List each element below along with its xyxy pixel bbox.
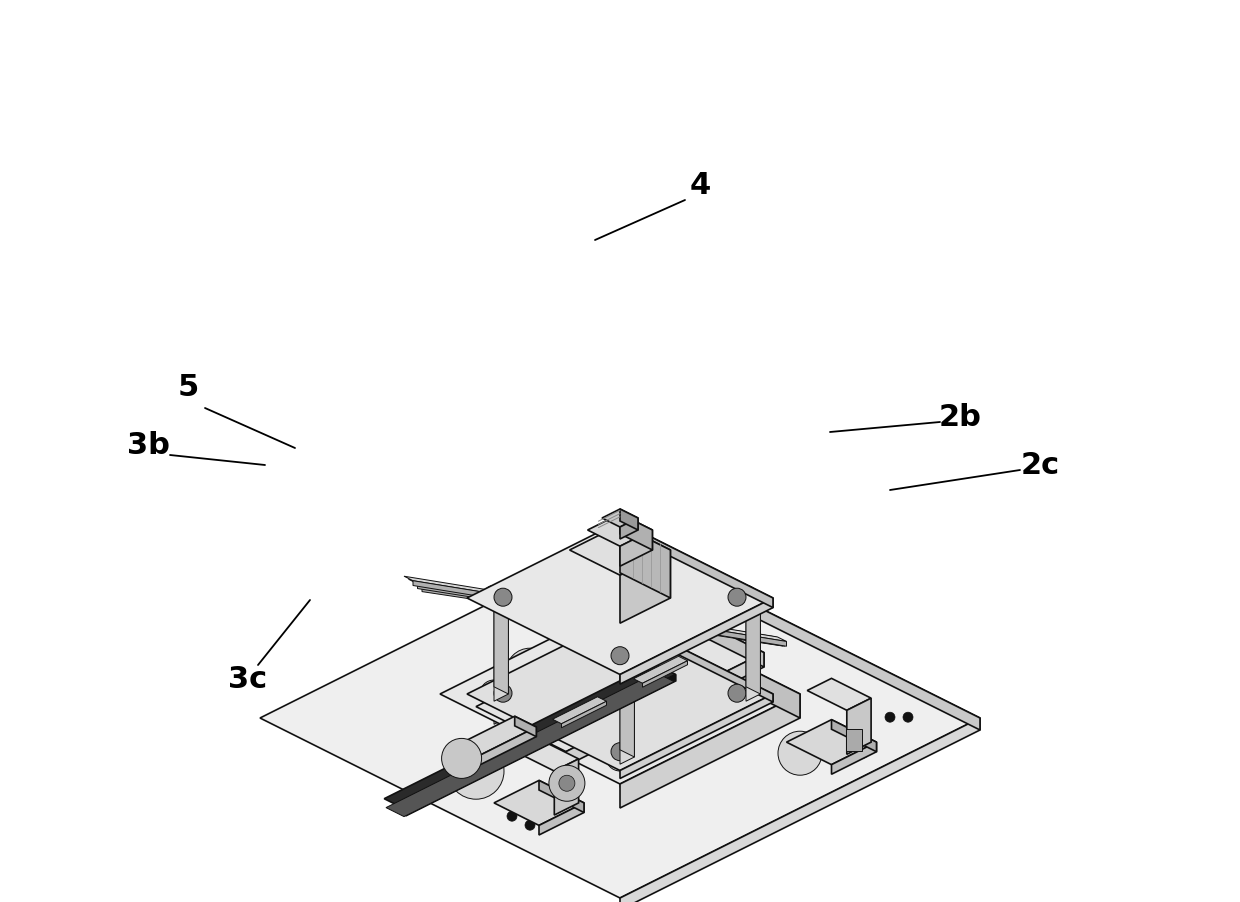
Circle shape xyxy=(732,680,760,708)
Polygon shape xyxy=(620,694,773,778)
Polygon shape xyxy=(474,727,536,769)
Circle shape xyxy=(903,713,913,723)
Polygon shape xyxy=(620,598,773,684)
Circle shape xyxy=(484,585,505,607)
Polygon shape xyxy=(620,514,652,550)
Polygon shape xyxy=(620,509,639,530)
Polygon shape xyxy=(467,618,773,770)
Text: 2b: 2b xyxy=(939,403,981,432)
Polygon shape xyxy=(408,579,785,641)
Polygon shape xyxy=(634,657,687,683)
Polygon shape xyxy=(620,550,671,623)
Polygon shape xyxy=(413,583,782,641)
Circle shape xyxy=(777,732,822,775)
Polygon shape xyxy=(260,538,980,898)
Circle shape xyxy=(609,649,631,670)
Polygon shape xyxy=(386,673,675,816)
Polygon shape xyxy=(554,759,579,815)
Circle shape xyxy=(735,585,756,607)
Polygon shape xyxy=(494,694,507,724)
Polygon shape xyxy=(746,591,760,694)
Circle shape xyxy=(441,739,481,778)
Polygon shape xyxy=(620,530,652,566)
Polygon shape xyxy=(620,631,632,661)
Circle shape xyxy=(611,529,629,548)
Text: 5: 5 xyxy=(177,373,198,402)
Polygon shape xyxy=(786,720,877,765)
Polygon shape xyxy=(807,678,870,710)
Polygon shape xyxy=(451,716,536,759)
Circle shape xyxy=(611,626,629,644)
Polygon shape xyxy=(620,528,635,631)
Polygon shape xyxy=(642,661,687,687)
Polygon shape xyxy=(515,716,536,737)
Polygon shape xyxy=(494,598,508,701)
Text: 3b: 3b xyxy=(126,430,170,459)
Circle shape xyxy=(728,588,746,606)
Circle shape xyxy=(525,820,534,830)
Polygon shape xyxy=(539,803,584,835)
Circle shape xyxy=(494,588,512,606)
Polygon shape xyxy=(620,525,671,598)
Polygon shape xyxy=(539,780,584,813)
Polygon shape xyxy=(620,654,635,757)
Polygon shape xyxy=(620,521,773,608)
Circle shape xyxy=(606,743,634,771)
Polygon shape xyxy=(847,698,870,754)
Polygon shape xyxy=(404,576,786,641)
Polygon shape xyxy=(746,694,759,724)
Polygon shape xyxy=(832,720,877,751)
Circle shape xyxy=(728,685,746,702)
Polygon shape xyxy=(620,618,773,702)
Circle shape xyxy=(559,775,575,791)
Circle shape xyxy=(885,713,895,723)
Polygon shape xyxy=(620,535,635,639)
Circle shape xyxy=(494,685,512,702)
Polygon shape xyxy=(422,587,782,646)
Polygon shape xyxy=(569,525,671,575)
Polygon shape xyxy=(832,742,877,774)
Circle shape xyxy=(529,809,539,819)
Polygon shape xyxy=(620,661,635,764)
Polygon shape xyxy=(620,757,632,787)
Circle shape xyxy=(611,647,629,665)
Polygon shape xyxy=(494,780,584,825)
Circle shape xyxy=(839,752,849,763)
Circle shape xyxy=(507,811,517,821)
Polygon shape xyxy=(405,675,676,816)
Polygon shape xyxy=(413,581,786,646)
Polygon shape xyxy=(476,608,764,751)
Polygon shape xyxy=(562,701,606,728)
Polygon shape xyxy=(675,608,764,667)
Circle shape xyxy=(480,680,508,708)
Circle shape xyxy=(609,522,631,545)
Polygon shape xyxy=(467,521,773,675)
Polygon shape xyxy=(515,739,579,771)
Polygon shape xyxy=(565,653,764,766)
Polygon shape xyxy=(620,718,980,902)
Polygon shape xyxy=(440,604,800,784)
Text: 4: 4 xyxy=(689,170,711,199)
Polygon shape xyxy=(620,518,639,539)
Polygon shape xyxy=(620,538,980,730)
Circle shape xyxy=(606,617,634,645)
Circle shape xyxy=(506,649,554,696)
Polygon shape xyxy=(494,591,508,694)
Polygon shape xyxy=(620,604,800,718)
Circle shape xyxy=(549,765,585,801)
Circle shape xyxy=(611,742,629,760)
Polygon shape xyxy=(553,696,606,723)
Text: 2c: 2c xyxy=(1021,450,1059,480)
Bar xyxy=(846,729,862,751)
Circle shape xyxy=(670,686,714,731)
Polygon shape xyxy=(418,584,785,646)
Polygon shape xyxy=(588,514,652,547)
Polygon shape xyxy=(384,664,676,809)
Polygon shape xyxy=(746,598,760,701)
Polygon shape xyxy=(620,694,800,808)
Circle shape xyxy=(858,748,868,759)
Polygon shape xyxy=(601,509,639,527)
Circle shape xyxy=(448,743,503,799)
Text: 3c: 3c xyxy=(228,666,268,695)
